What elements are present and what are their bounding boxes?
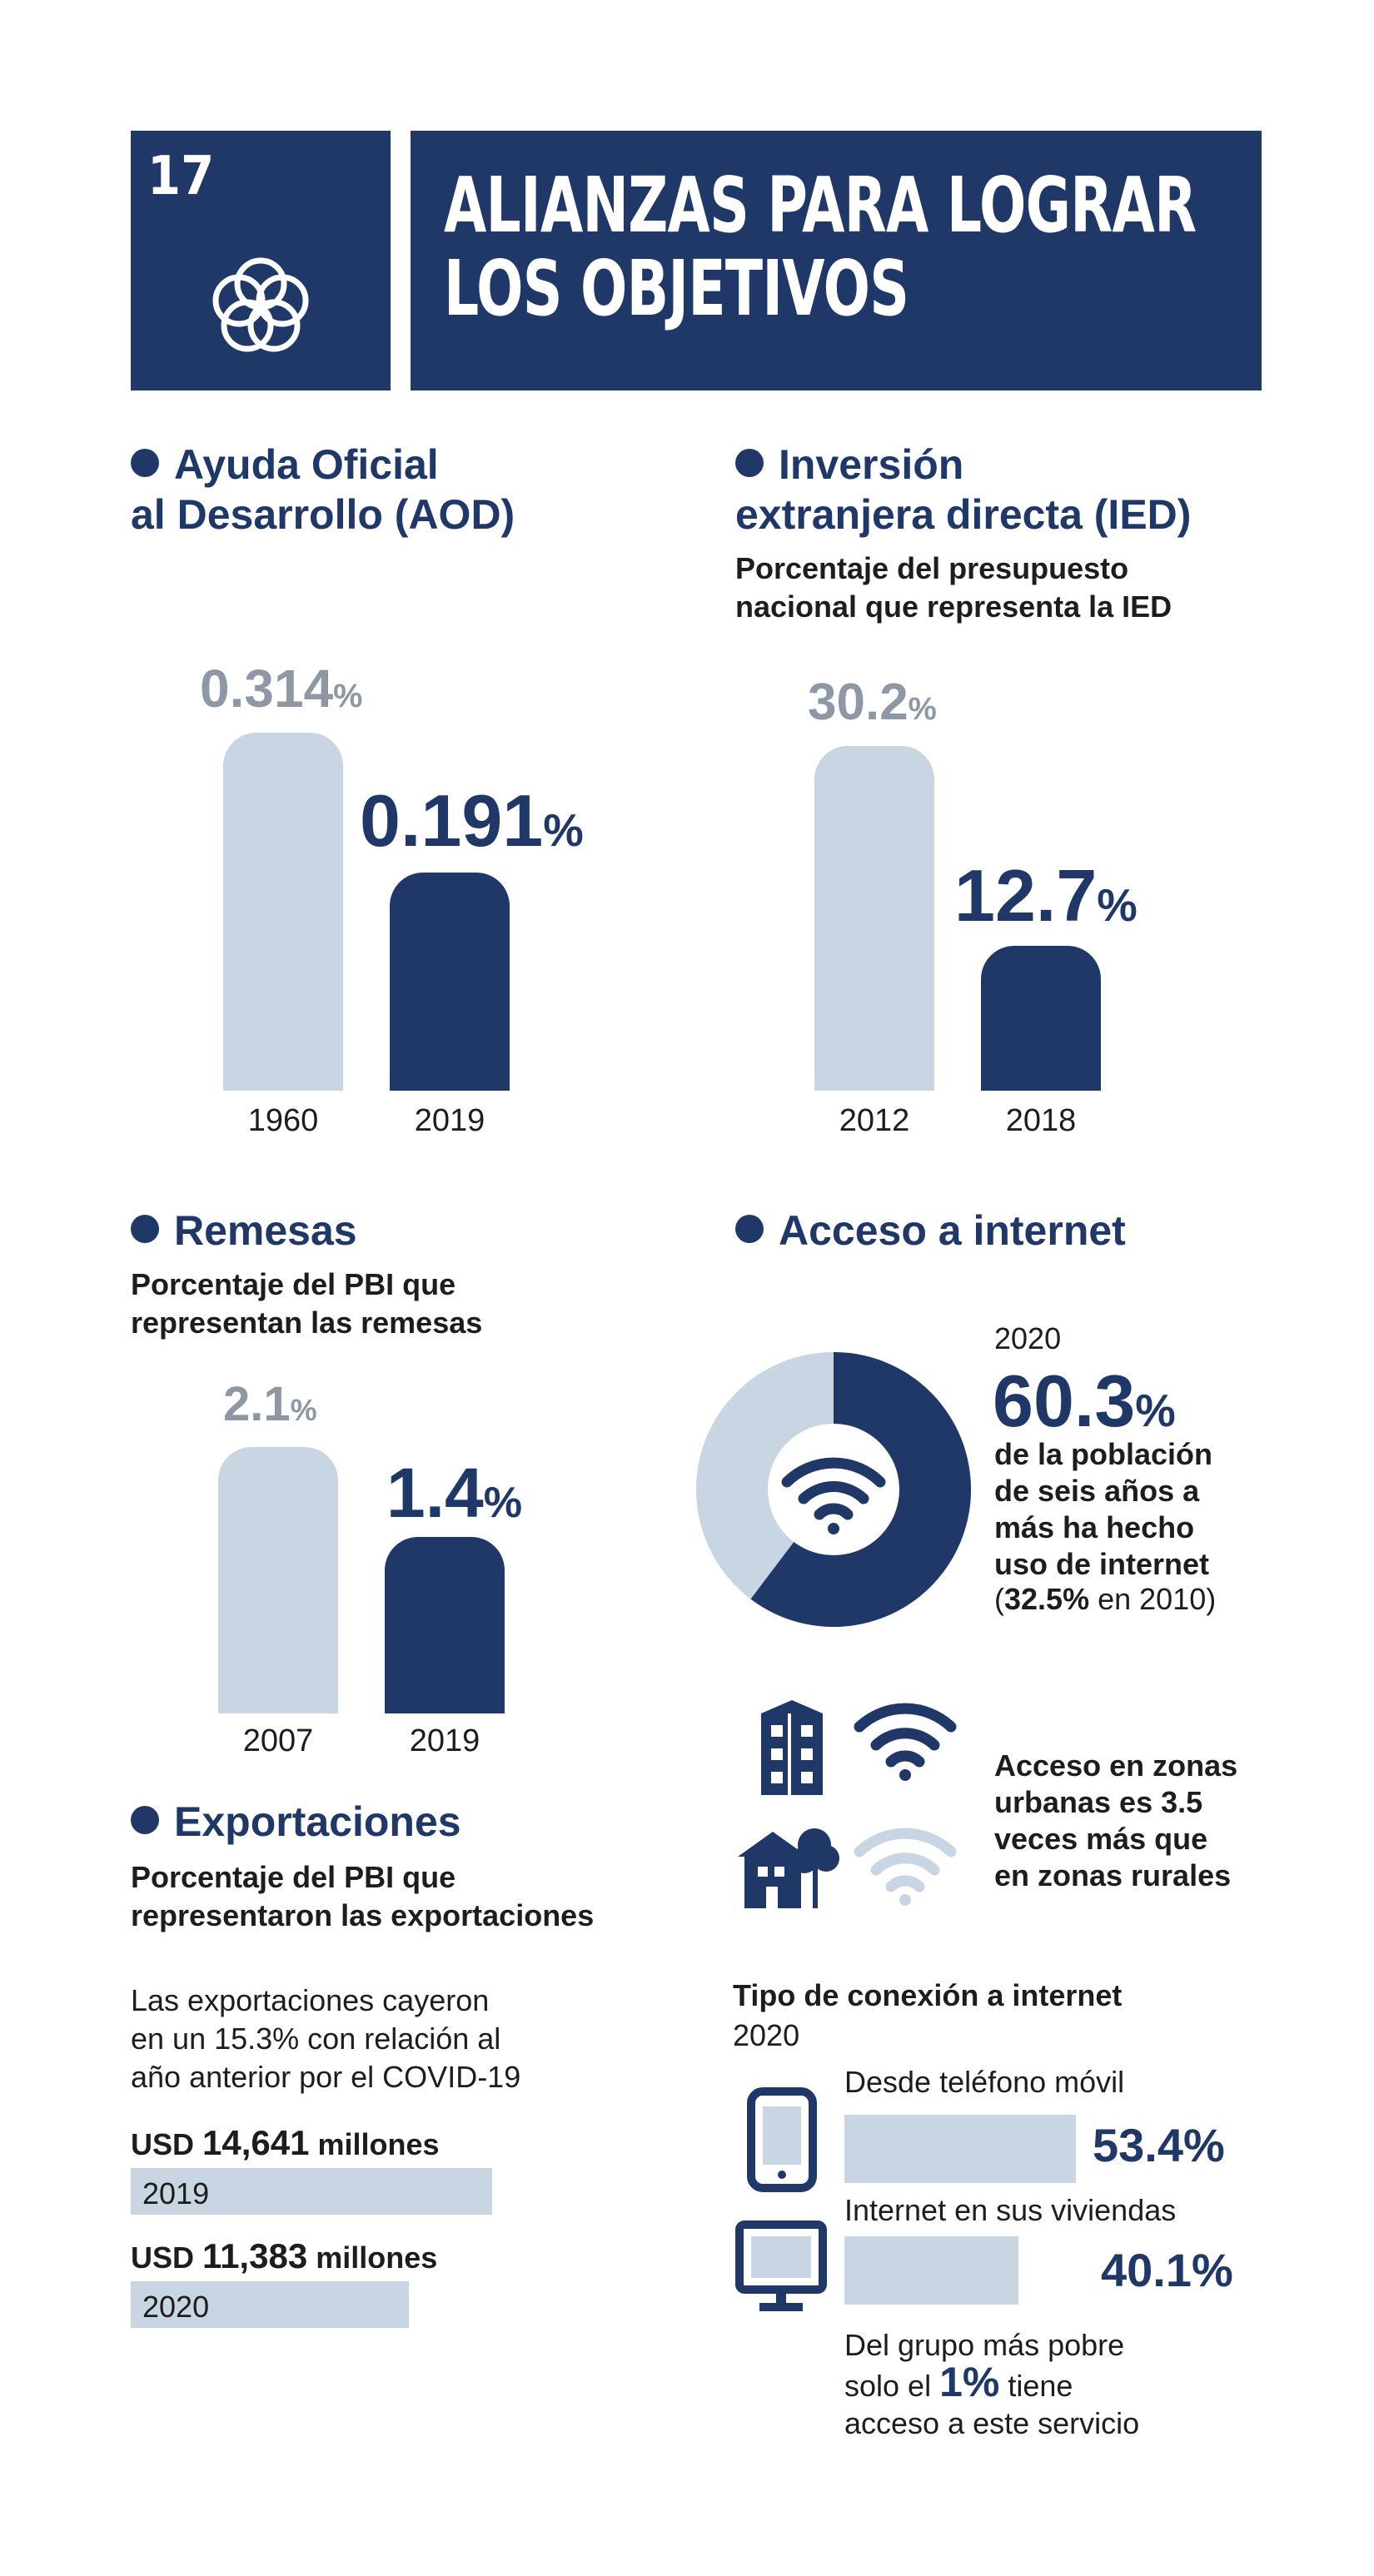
remesas-value-2019: 1.4% [386, 1454, 523, 1532]
remesas-subtitle-line2: representan las remesas [131, 1305, 483, 1340]
aod-title-line1: Ayuda Oficial [174, 441, 439, 488]
internet-title: Acceso a internet [735, 1206, 1126, 1256]
mobile-value: 53.4% [1093, 2119, 1225, 2171]
export-value-2020: USD 11,383 millones [131, 2236, 438, 2275]
aod-value-2019: 0.191% [360, 779, 584, 862]
remesas-title-text: Remesas [174, 1207, 357, 1254]
export-bar-year-2020: 2020 [142, 2290, 210, 2324]
poor-line2: solo el 1% tiene [844, 2359, 1073, 2405]
internet-value: 60.3% [993, 1360, 1176, 1442]
export-value-2019: USD 14,641 millones [131, 2123, 440, 2162]
exportaciones-subtitle-line1: Porcentaje del PBI que [131, 1860, 456, 1894]
exportaciones-subtitle-line2: representaron las exportaciones [131, 1898, 595, 1932]
urban-line1: Acceso en zonas [994, 1748, 1238, 1783]
exportaciones-note-line3: año anterior por el COVID-19 [131, 2060, 521, 2094]
remesas-year-2019: 2019 [409, 1723, 480, 1758]
ied-value-2018: 12.7% [954, 854, 1138, 937]
remesas-value-2007: 2.1% [223, 1377, 317, 1431]
exportaciones-note-line2: en un 15.3% con relación al [131, 2022, 501, 2056]
internet-desc-line2: de seis años a [994, 1474, 1200, 1508]
home-value: 40.1% [1101, 2244, 1233, 2296]
remesas-title: Remesas [131, 1206, 357, 1256]
wifi-icon [781, 1457, 886, 1534]
poor-line3: acceso a este servicio [844, 2406, 1140, 2440]
phone-icon [747, 2087, 817, 2192]
goal-title-line2: LOS OBJETIVOS [444, 244, 909, 333]
home-label: Internet en sus viviendas [844, 2193, 1177, 2227]
flower-icon [212, 257, 309, 352]
internet-desc-2010: (32.5% en 2010) [994, 1582, 1217, 1616]
aod-bar-1960 [223, 733, 343, 1091]
ied-bar-2012 [814, 746, 934, 1091]
export-bar-year-2019: 2019 [142, 2176, 210, 2210]
monitor-icon [735, 2220, 827, 2311]
aod-value-1960: 0.314% [200, 659, 363, 719]
export-bar-2020: 2020 [131, 2281, 409, 2328]
remesas-year-2007: 2007 [242, 1723, 314, 1758]
bullet-dot [735, 1215, 764, 1243]
ied-title-line2: extranjera directa (IED) [735, 491, 1192, 538]
goal-title-line1: ALIANZAS PARA LOGRAR [444, 161, 1197, 250]
internet-donut-chart [696, 1352, 971, 1627]
building-icon [761, 1700, 823, 1795]
ied-bar-2018 [981, 946, 1101, 1091]
exportaciones-note-line1: Las exportaciones cayeron [131, 1983, 490, 2017]
aod-year-1960: 1960 [247, 1103, 319, 1138]
internet-desc-line3: más ha hecho [994, 1510, 1195, 1544]
bullet-dot [735, 449, 764, 477]
house-tree-icon [738, 1828, 839, 1908]
donut-value-arc [750, 1352, 971, 1627]
remesas-bar-2019 [385, 1537, 505, 1713]
sdg-number-box: 17 [131, 131, 391, 390]
ied-year-2018: 2018 [1005, 1103, 1077, 1138]
poor-line1: Del grupo más pobre [844, 2328, 1125, 2362]
internet-desc-line1: de la población [994, 1437, 1213, 1471]
sdg-number: 17 [147, 146, 215, 207]
bullet-dot [131, 1215, 159, 1243]
internet-year: 2020 [994, 1321, 1062, 1355]
ied-subtitle-line2: nacional que representa la IED [735, 589, 1172, 624]
exportaciones-title: Exportaciones [131, 1797, 461, 1847]
exportaciones-title-text: Exportaciones [174, 1798, 461, 1845]
export-bar-2019: 2019 [131, 2168, 492, 2215]
remesas-bar-2007 [218, 1447, 338, 1713]
ied-value-2012: 30.2% [808, 674, 937, 731]
aod-title-line2: al Desarrollo (AOD) [131, 491, 515, 538]
wifi-icon [854, 1703, 957, 1781]
bullet-dot [131, 449, 159, 477]
ied-title: Inversión [735, 440, 963, 490]
urban-line3: veces más que [994, 1822, 1208, 1856]
internet-desc-line4: uso de internet [994, 1547, 1210, 1581]
aod-year-2019: 2019 [414, 1103, 485, 1138]
conexion-title: Tipo de conexión a internet [733, 1978, 1123, 2012]
home-bar [844, 2236, 1018, 2305]
bullet-dot [131, 1806, 159, 1834]
mobile-label: Desde teléfono móvil [844, 2065, 1125, 2099]
mobile-bar [844, 2115, 1076, 2183]
urban-line4: en zonas rurales [994, 1858, 1232, 1892]
internet-title-text: Acceso a internet [779, 1207, 1126, 1254]
remesas-subtitle-line1: Porcentaje del PBI que [131, 1267, 456, 1301]
aod-bar-2019 [390, 873, 510, 1091]
conexion-year: 2020 [733, 2018, 800, 2052]
ied-subtitle-line1: Porcentaje del presupuesto [735, 551, 1129, 585]
wifi-icon [854, 1828, 957, 1906]
aod-title: Ayuda Oficial [131, 440, 439, 490]
ied-year-2012: 2012 [839, 1103, 910, 1138]
ied-title-line1: Inversión [779, 441, 964, 488]
urban-line2: urbanas es 3.5 [994, 1785, 1203, 1819]
goal-title-box: ALIANZAS PARA LOGRAR LOS OBJETIVOS [411, 131, 1262, 390]
